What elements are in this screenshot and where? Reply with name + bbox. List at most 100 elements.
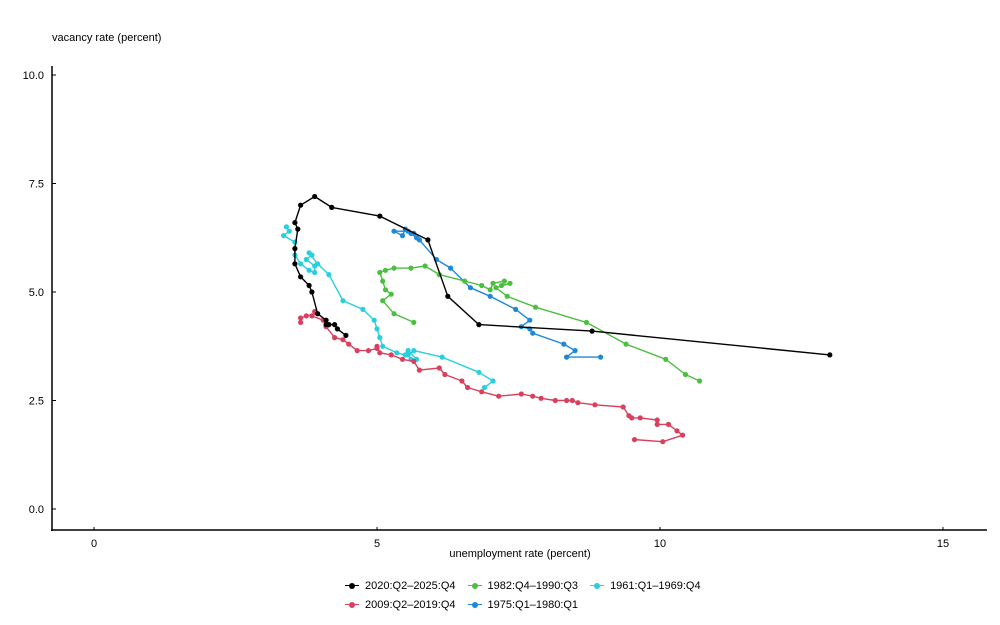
data-point <box>332 322 338 328</box>
data-point <box>682 371 689 378</box>
series-marker-icon <box>345 600 359 610</box>
data-point <box>598 354 604 360</box>
data-point <box>487 293 493 299</box>
series-line <box>294 195 830 356</box>
data-point <box>530 330 536 336</box>
data-point <box>654 421 660 427</box>
data-point <box>629 415 635 421</box>
data-point <box>391 228 397 234</box>
data-point <box>425 237 431 243</box>
data-point <box>465 384 471 391</box>
data-point <box>538 395 544 401</box>
data-point <box>518 391 524 397</box>
data-point <box>490 378 496 384</box>
legend-row-2: 2009:Q2–2019:Q4 1975:Q1–1980:Q1 <box>345 595 665 614</box>
data-point <box>405 352 411 358</box>
data-point <box>501 278 507 284</box>
data-point <box>312 269 318 276</box>
data-point <box>479 282 485 289</box>
series-line <box>379 265 700 382</box>
legend-item-2009-2019: 2009:Q2–2019:Q4 <box>345 599 456 611</box>
data-point <box>382 267 389 273</box>
data-point <box>569 397 575 404</box>
data-point <box>504 293 510 299</box>
data-point <box>564 397 570 404</box>
data-point <box>334 326 340 332</box>
data-point <box>303 256 309 263</box>
data-point <box>377 335 383 341</box>
data-point <box>552 397 558 404</box>
data-point <box>507 280 513 286</box>
data-point <box>479 389 485 395</box>
data-point <box>283 224 289 230</box>
data-point <box>583 319 590 325</box>
data-point <box>476 369 482 375</box>
data-point <box>298 274 304 280</box>
data-point <box>663 356 669 362</box>
data-point <box>561 341 567 347</box>
data-point <box>467 285 473 291</box>
x-tick-label: 15 <box>937 538 949 550</box>
data-point <box>481 384 488 391</box>
data-point <box>665 421 672 427</box>
y-ticks: 0.0 2.5 5.0 7.5 10.0 <box>23 70 56 516</box>
y-tick-label: 0.0 <box>29 504 44 516</box>
legend-row-1: 2020:Q2–2025:Q4 1982:Q4–1990:Q3 1961:Q1–… <box>345 576 701 595</box>
series-1975-q1-1980-q1 <box>391 226 604 360</box>
data-point <box>436 365 442 371</box>
series-1982-q4-1990-q3 <box>377 263 703 384</box>
data-point <box>306 282 312 289</box>
series-marker-icon <box>590 581 605 591</box>
x-tick-label: 10 <box>654 538 666 550</box>
data-point <box>354 348 360 354</box>
data-point <box>312 193 318 200</box>
data-point <box>827 352 833 358</box>
data-point <box>592 402 598 408</box>
data-point <box>411 348 417 354</box>
data-point <box>323 317 329 323</box>
data-point <box>306 267 312 273</box>
data-point <box>377 350 383 356</box>
data-point <box>620 404 626 410</box>
axes: 0.0 2.5 5.0 7.5 10.0 0 5 10 15 <box>23 66 987 550</box>
data-point <box>513 306 519 312</box>
data-point <box>298 315 304 321</box>
data-point <box>295 226 301 232</box>
data-point <box>399 233 406 239</box>
data-point <box>527 317 533 323</box>
x-tick-label: 0 <box>91 538 97 550</box>
legend-label: 1982:Q4–1990:Q3 <box>487 579 579 592</box>
data-point <box>462 278 468 284</box>
data-point <box>439 354 445 360</box>
data-point <box>340 298 346 304</box>
series-2020-q2-2025-q4 <box>292 193 833 358</box>
legend-item-1961-1969: 1961:Q1–1969:Q4 <box>590 580 701 592</box>
data-point <box>399 356 406 362</box>
data-point <box>374 343 380 349</box>
data-point <box>388 291 394 297</box>
data-point <box>365 348 372 354</box>
data-point <box>329 204 335 210</box>
data-point <box>315 311 321 317</box>
y-tick-label: 10.0 <box>23 70 44 82</box>
data-point <box>623 341 629 347</box>
data-point <box>414 235 420 241</box>
data-point <box>323 322 329 328</box>
data-point <box>575 400 581 406</box>
data-point <box>680 432 686 438</box>
plot-series <box>281 193 833 445</box>
data-point <box>408 265 414 271</box>
data-point <box>532 304 539 310</box>
data-point <box>298 261 304 267</box>
series-marker-icon <box>467 600 482 610</box>
data-point <box>340 337 346 343</box>
data-point <box>631 437 638 443</box>
data-point <box>572 348 578 354</box>
data-point <box>637 415 643 421</box>
data-point <box>697 378 703 384</box>
data-point <box>315 261 321 267</box>
legend-label: 2020:Q2–2025:Q4 <box>365 579 456 592</box>
y-axis-label: vacancy rate (percent) <box>52 32 161 44</box>
data-point <box>377 269 383 276</box>
